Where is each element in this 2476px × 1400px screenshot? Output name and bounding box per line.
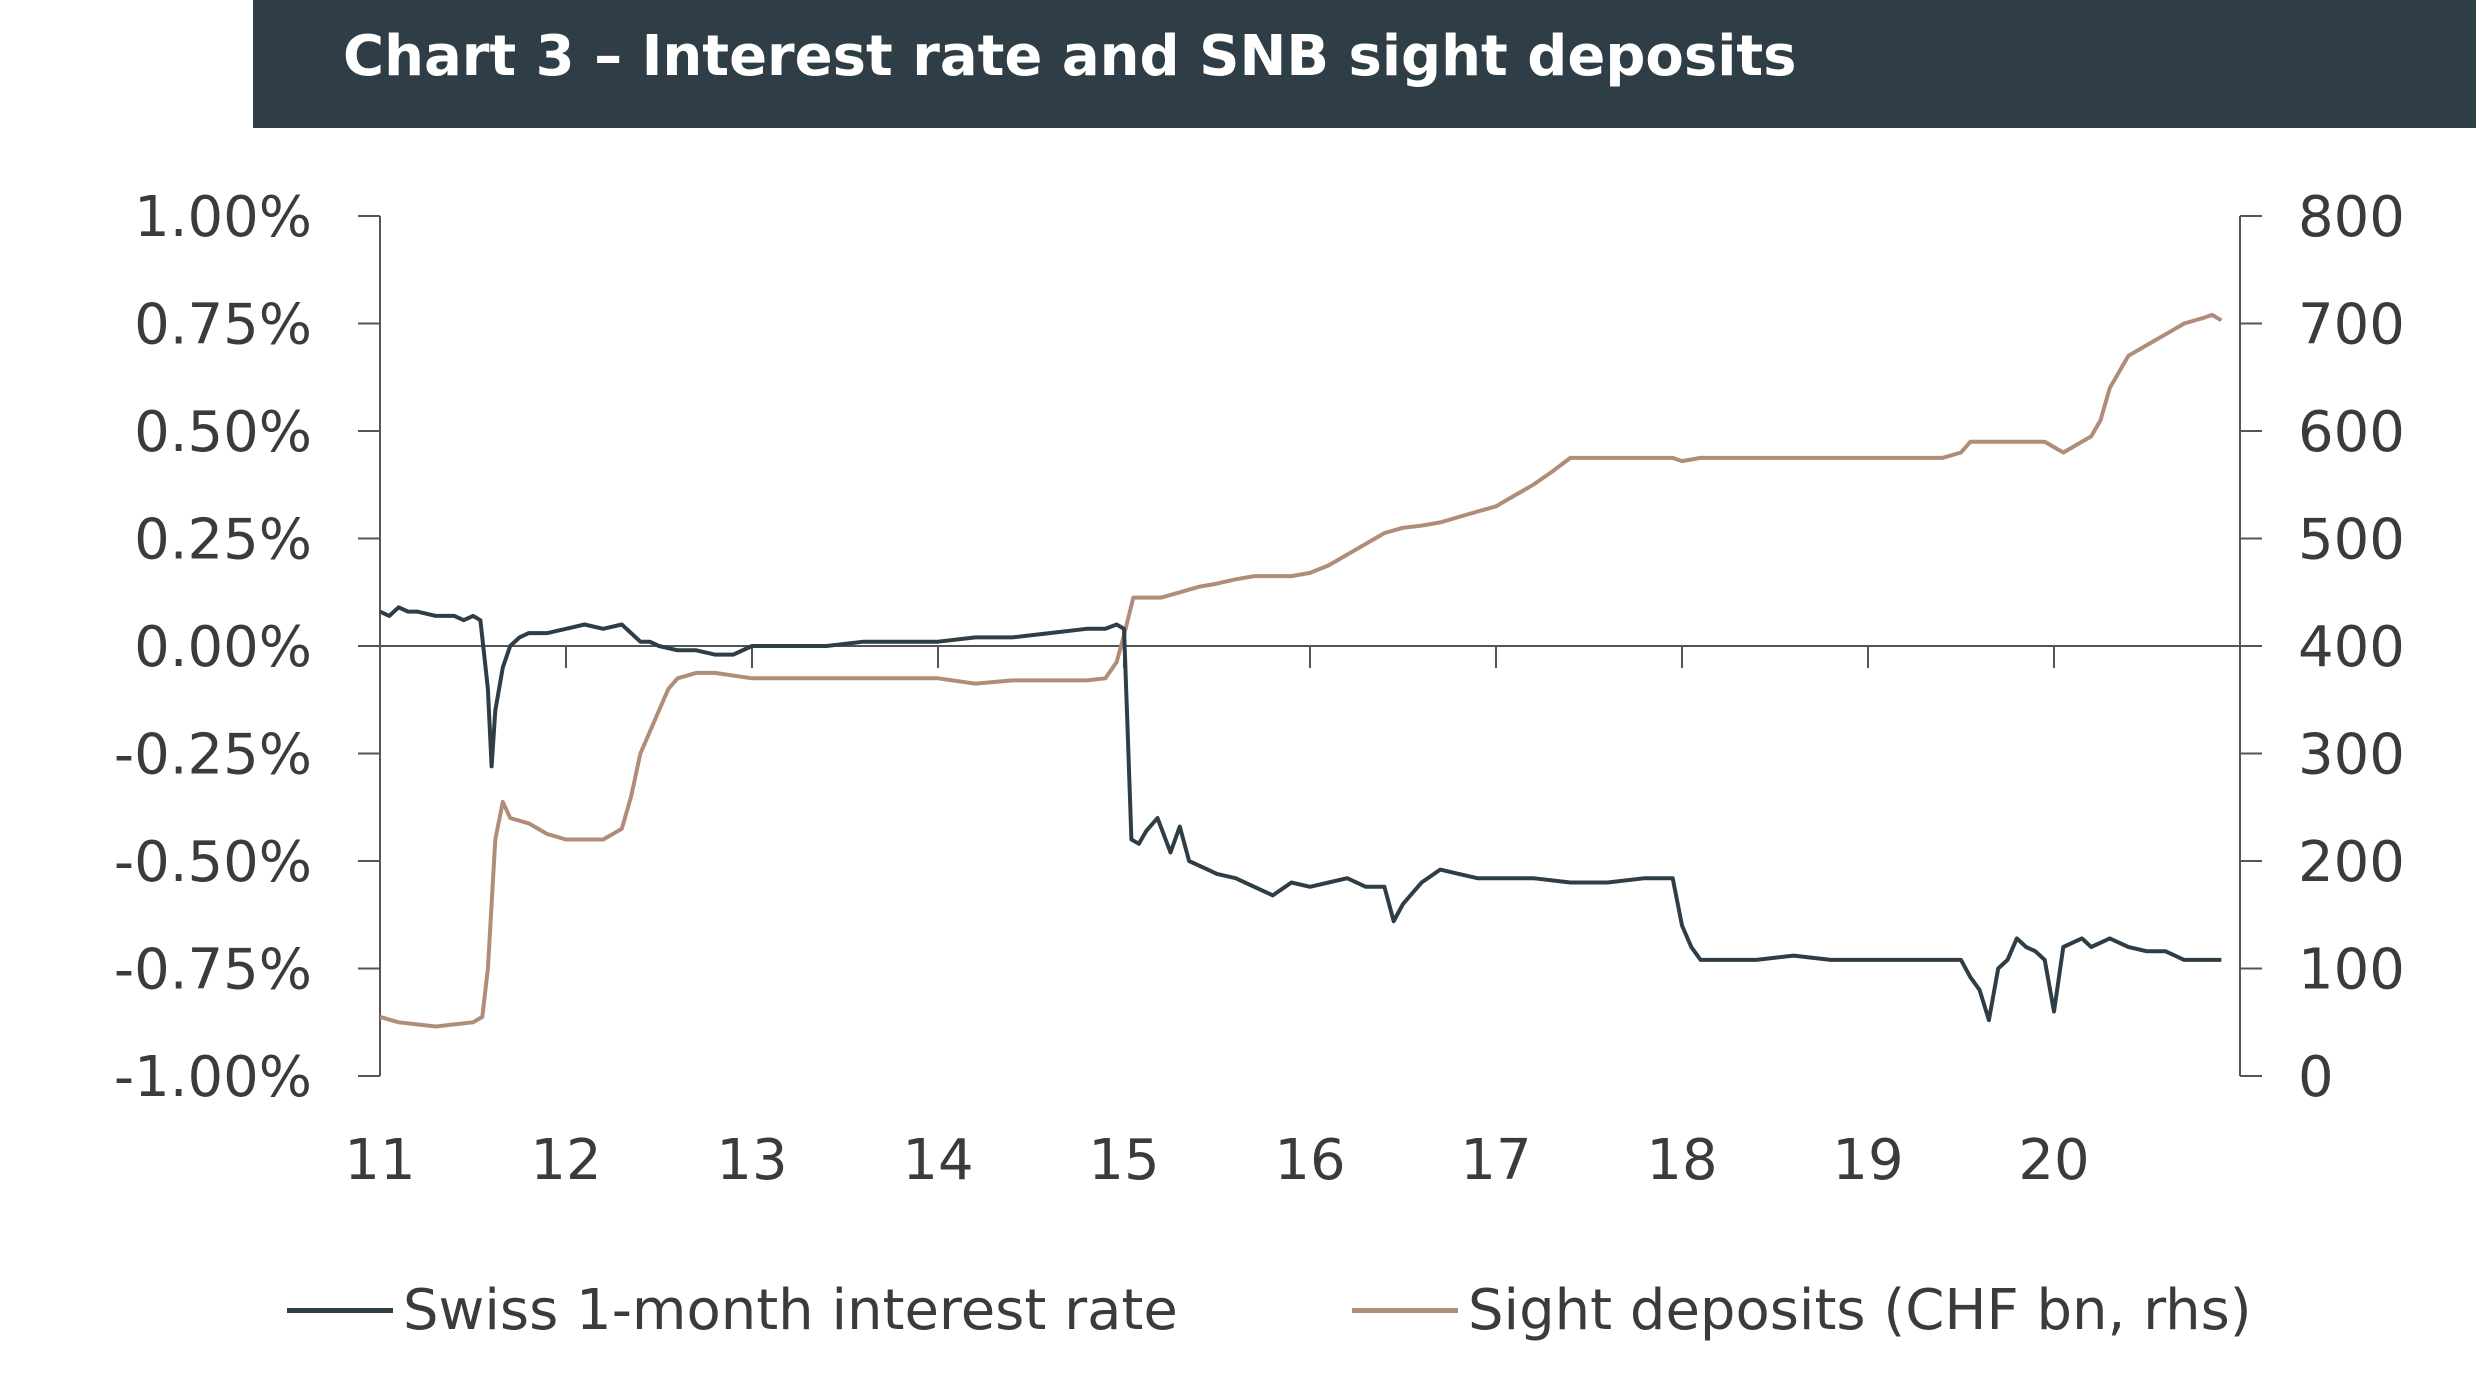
- right-tick-label: 500: [2298, 508, 2405, 573]
- series-line-sight-deposits: [379, 312, 2223, 1029]
- series-line-interest-rate: [379, 605, 2222, 1023]
- x-tick-label: 20: [2018, 1128, 2089, 1193]
- legend-item-rate: Swiss 1-month interest rate: [287, 1270, 1178, 1350]
- x-tick-label: 13: [716, 1128, 787, 1193]
- right-tick-label: 600: [2298, 400, 2405, 465]
- left-tick-label: 0.50%: [134, 400, 312, 465]
- legend-swatch-deposits: [1352, 1307, 1458, 1313]
- x-tick-label: 16: [1274, 1128, 1345, 1193]
- x-tick-label: 17: [1460, 1128, 1531, 1193]
- right-tick-label: 300: [2298, 723, 2405, 788]
- left-tick-label: -0.75%: [114, 938, 312, 1003]
- axes-layer: 1.00% 0.75% 0.50% 0.25% 0.00% -0.25% -0.50% -0.…: [114, 185, 2405, 1193]
- legend-label-deposits: Sight deposits (CHF bn, rhs): [1468, 1277, 2252, 1343]
- left-tick-label: 0.75%: [134, 293, 312, 358]
- x-tick-label: 14: [902, 1128, 973, 1193]
- legend-item-deposits: Sight deposits (CHF bn, rhs): [1352, 1270, 2252, 1350]
- x-tick-label: 15: [1088, 1128, 1159, 1193]
- right-tick-label: 100: [2298, 938, 2405, 1003]
- left-tick-label: -0.50%: [114, 830, 312, 895]
- x-tick-label: 11: [344, 1128, 415, 1193]
- legend-label-rate: Swiss 1-month interest rate: [403, 1277, 1178, 1343]
- right-tick-label: 0: [2298, 1045, 2334, 1110]
- series-layer: [379, 312, 2223, 1029]
- x-tick-label: 18: [1646, 1128, 1717, 1193]
- x-tick-label: 12: [530, 1128, 601, 1193]
- right-tick-label: 700: [2298, 293, 2405, 358]
- chart-title-bar: Chart 3 – Interest rate and SNB sight de…: [253, 0, 2476, 128]
- x-tick-label: 19: [1832, 1128, 1903, 1193]
- left-tick-label: 1.00%: [134, 185, 312, 250]
- legend-swatch-rate: [287, 1307, 393, 1313]
- chart-legend: Swiss 1-month interest rate Sight deposi…: [0, 1270, 2476, 1350]
- right-tick-label: 200: [2298, 830, 2405, 895]
- right-tick-label: 400: [2298, 615, 2405, 680]
- left-tick-label: -1.00%: [114, 1045, 312, 1110]
- left-tick-label: 0.00%: [134, 615, 312, 680]
- chart-title: Chart 3 – Interest rate and SNB sight de…: [343, 24, 1797, 89]
- left-tick-label: -0.25%: [114, 723, 312, 788]
- left-tick-label: 0.25%: [134, 508, 312, 573]
- chart-plot: 1.00% 0.75% 0.50% 0.25% 0.00% -0.25% -0.50% -0.…: [114, 185, 2405, 1193]
- right-tick-label: 800: [2298, 185, 2405, 250]
